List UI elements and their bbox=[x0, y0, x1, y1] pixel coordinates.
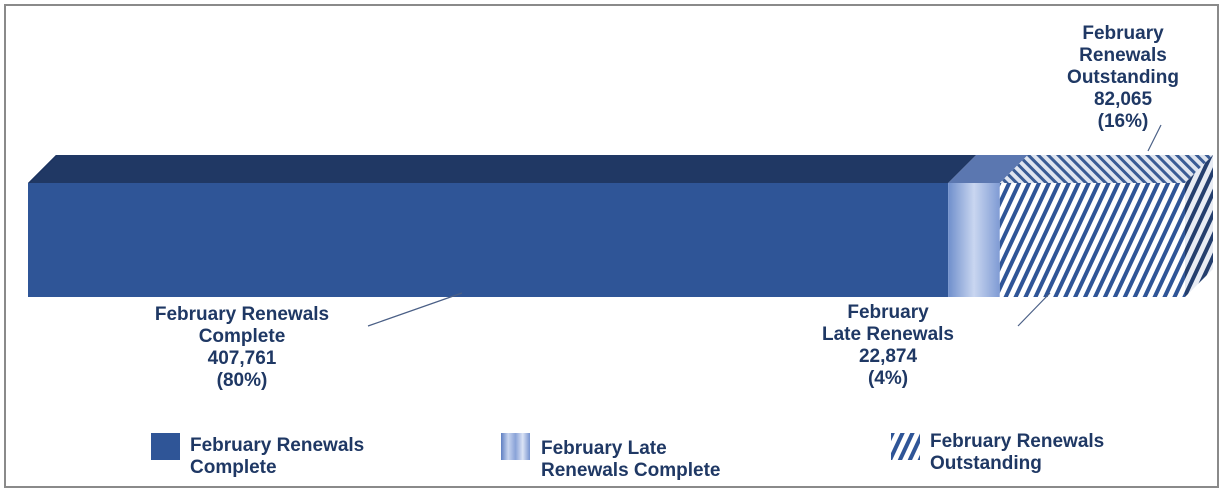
data-label-1-line-2: Complete bbox=[199, 326, 286, 347]
bar-segment-3 bbox=[999, 183, 1185, 297]
legend-label-1-line-1: February Renewals bbox=[190, 435, 364, 456]
leader-line-2 bbox=[1017, 292, 1051, 327]
bar-segment-2 bbox=[948, 183, 1000, 297]
bar-left-edge bbox=[28, 155, 56, 183]
data-label-3-line-4: 82,065 bbox=[1094, 89, 1153, 110]
legend-label-3: February Renewals Outstanding bbox=[930, 431, 1104, 474]
data-label-1-line-3: 407,761 bbox=[208, 348, 277, 369]
data-label-2-line-2: Late Renewals bbox=[822, 324, 954, 345]
legend-label-3-line-1: February Renewals bbox=[930, 431, 1104, 452]
data-label-1-line-1: February Renewals bbox=[155, 304, 329, 325]
leader-line-1 bbox=[367, 292, 463, 327]
data-label-3-line-3: Outstanding bbox=[1067, 67, 1179, 88]
data-label-2: February Late Renewals 22,874 (4%) bbox=[822, 302, 954, 389]
data-label-1: February Renewals Complete 407,761 (80%) bbox=[155, 304, 329, 391]
bar-top-1 bbox=[28, 155, 977, 183]
legend-label-1-line-2: Complete bbox=[190, 457, 277, 478]
legend-swatch-3 bbox=[891, 433, 920, 460]
data-label-3-line-1: February bbox=[1082, 23, 1164, 44]
bar-top-3 bbox=[999, 155, 1213, 183]
bar-top-2 bbox=[948, 155, 1028, 183]
legend-label-3-line-2: Outstanding bbox=[930, 453, 1042, 474]
data-label-3-line-2: Renewals bbox=[1079, 45, 1167, 66]
legend-label-1: February Renewals Complete bbox=[190, 435, 364, 478]
data-label-2-line-3: 22,874 bbox=[859, 346, 918, 367]
data-label-2-line-4: (4%) bbox=[868, 368, 908, 389]
legend-swatch-1 bbox=[151, 433, 180, 460]
leader-line-3 bbox=[1147, 124, 1162, 152]
bar-segment-1 bbox=[28, 183, 949, 297]
legend-label-2: February Late Renewals Complete bbox=[541, 438, 721, 481]
legend-swatch-2 bbox=[501, 433, 530, 460]
data-label-3-line-5: (16%) bbox=[1098, 111, 1149, 132]
data-label-2-line-1: February bbox=[847, 302, 929, 323]
data-label-1-line-4: (80%) bbox=[217, 370, 268, 391]
legend-label-2-line-2: Renewals Complete bbox=[541, 460, 721, 481]
bar-side-3 bbox=[1185, 155, 1213, 297]
data-label-3: February Renewals Outstanding 82,065 (16%) bbox=[1067, 23, 1179, 132]
legend-label-2-line-1: February Late bbox=[541, 438, 667, 459]
